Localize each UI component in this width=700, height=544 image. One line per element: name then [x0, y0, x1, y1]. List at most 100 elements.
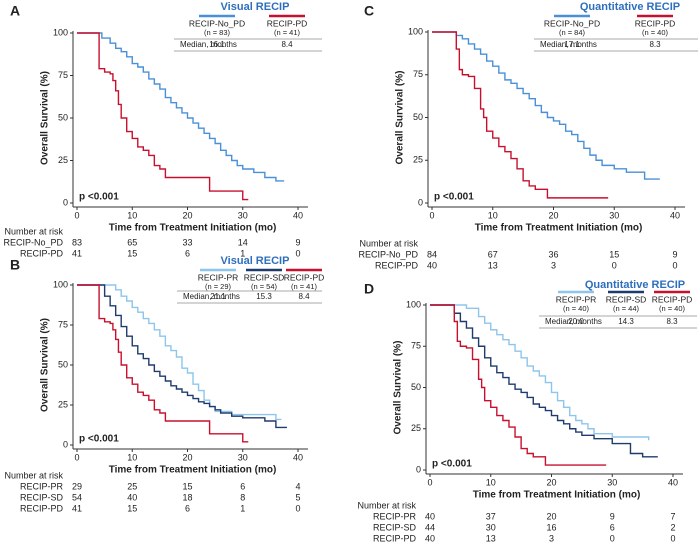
- x-tick-label: 10: [486, 477, 496, 487]
- x-axis-title: Time from Treatment Initiation (mo): [475, 223, 643, 234]
- risk-count: 15: [182, 481, 192, 491]
- risk-row-label: RECIP-No_PD: [3, 237, 63, 247]
- x-axis-title: Time from Treatment Initiation (mo): [473, 490, 641, 501]
- y-tick-label: 0: [63, 197, 68, 207]
- x-axis-title: Time from Treatment Initiation (mo): [109, 465, 277, 476]
- risk-row-label: RECIP-PD: [20, 248, 64, 258]
- median-label: Median, months: [183, 292, 240, 301]
- risk-count: 40: [427, 260, 437, 270]
- legend-n: (n = 41): [291, 282, 318, 291]
- y-tick-label: 25: [58, 155, 68, 165]
- panel-title: Quantitative RECIP: [580, 1, 680, 13]
- x-tick-label: 0: [74, 452, 79, 462]
- risk-count: 15: [127, 248, 137, 258]
- median-value: 17.1: [564, 40, 580, 49]
- risk-count: 36: [548, 249, 558, 259]
- median-value: 8.4: [298, 292, 310, 301]
- panel-title: Visual RECIP: [221, 1, 290, 13]
- risk-count: 9: [672, 249, 677, 259]
- risk-count: 44: [425, 522, 435, 532]
- risk-count: 30: [486, 522, 496, 532]
- risk-count: 41: [72, 248, 82, 258]
- risk-row-label: RECIP-No_PD: [358, 249, 418, 259]
- legend-n: (n = 84): [559, 28, 586, 37]
- risk-count: 7: [670, 511, 675, 521]
- median-value: 15.3: [256, 292, 272, 301]
- legend-n: (n = 41): [274, 28, 301, 37]
- risk-title: Number at risk: [4, 470, 63, 480]
- risk-count: 3: [549, 533, 554, 543]
- survival-curve: [77, 284, 249, 443]
- median-value: 8.4: [281, 40, 293, 49]
- median-value: 8.3: [649, 40, 661, 49]
- risk-count: 9: [610, 511, 615, 521]
- legend-label: RECIP-PD: [267, 18, 308, 28]
- risk-title: Number at risk: [359, 238, 418, 248]
- risk-count: 6: [610, 522, 615, 532]
- survival-curve: [430, 304, 607, 466]
- legend-label: RECIP-No_PD: [544, 18, 600, 28]
- risk-count: 40: [127, 492, 137, 502]
- y-tick-label: 50: [58, 112, 68, 122]
- risk-row-label: RECIP-PD: [375, 260, 419, 270]
- risk-count: 67: [488, 249, 498, 259]
- risk-count: 2: [670, 522, 675, 532]
- legend-n: (n = 44): [613, 304, 640, 313]
- survival-curve: [77, 284, 282, 421]
- risk-count: 4: [295, 481, 300, 491]
- median-value: 14.3: [618, 317, 634, 326]
- risk-count: 40: [425, 511, 435, 521]
- risk-title: Number at risk: [357, 500, 416, 510]
- legend-label: RECIP-PD: [635, 18, 676, 28]
- risk-count: 0: [670, 533, 675, 543]
- y-tick-label: 75: [413, 69, 423, 79]
- survival-curve: [430, 304, 650, 441]
- x-tick-label: 30: [609, 210, 619, 220]
- risk-count: 84: [427, 249, 437, 259]
- y-axis-title: Overall Survival (%): [40, 71, 51, 165]
- y-tick-label: 25: [58, 399, 68, 409]
- p-value: p <0.001: [432, 459, 472, 470]
- risk-count: 1: [240, 248, 245, 258]
- x-tick-label: 10: [127, 452, 137, 462]
- x-tick-label: 10: [488, 210, 498, 220]
- risk-count: 13: [486, 533, 496, 543]
- risk-count: 18: [182, 492, 192, 502]
- x-tick-label: 0: [429, 210, 434, 220]
- risk-row-label: RECIP-PD: [373, 533, 417, 543]
- risk-count: 5: [295, 492, 300, 502]
- panel-title: Quantitative RECIP: [585, 279, 685, 291]
- risk-count: 16: [546, 522, 556, 532]
- y-tick-label: 75: [58, 70, 68, 80]
- risk-count: 6: [240, 481, 245, 491]
- median-value: 20.0: [568, 317, 584, 326]
- risk-count: 14: [238, 237, 248, 247]
- survival-curve: [432, 31, 660, 180]
- risk-count: 65: [127, 237, 137, 247]
- y-tick-label: 75: [58, 319, 68, 329]
- risk-row-label: RECIP-PR: [20, 481, 64, 491]
- risk-count: 40: [425, 533, 435, 543]
- median-value: 16.1: [209, 40, 225, 49]
- p-value: p <0.001: [434, 192, 474, 203]
- risk-count: 41: [72, 503, 82, 513]
- median-label: Median, months: [540, 40, 597, 49]
- p-value: p <0.001: [79, 434, 119, 445]
- panel-label: A: [10, 3, 20, 19]
- y-tick-label: 50: [411, 382, 421, 392]
- risk-count: 0: [295, 248, 300, 258]
- risk-count: 15: [127, 503, 137, 513]
- legend-label: RECIP-PR: [198, 272, 239, 282]
- legend-n: (n = 83): [204, 28, 231, 37]
- risk-count: 83: [72, 237, 82, 247]
- risk-count: 0: [295, 503, 300, 513]
- y-tick-label: 100: [408, 26, 423, 36]
- x-tick-label: 20: [546, 477, 556, 487]
- y-axis-title: Overall Survival (%): [395, 71, 406, 165]
- risk-count: 8: [240, 492, 245, 502]
- risk-count: 33: [182, 237, 192, 247]
- risk-count: 13: [488, 260, 498, 270]
- y-tick-label: 100: [406, 299, 421, 309]
- risk-count: 29: [72, 481, 82, 491]
